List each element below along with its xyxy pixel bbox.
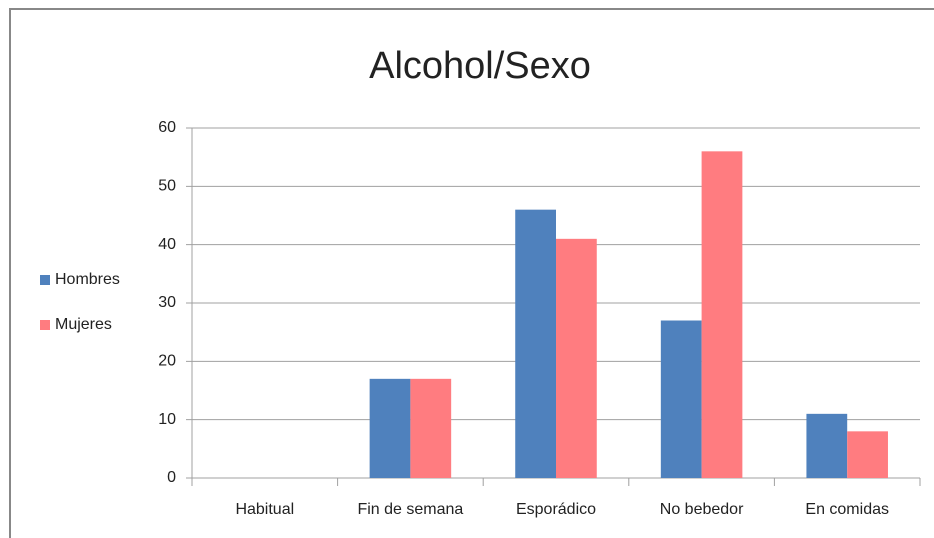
bar [515, 209, 556, 478]
y-tick-label: 40 [158, 236, 176, 253]
x-tick-label: En comidas [805, 501, 889, 518]
bar [660, 320, 702, 478]
bar [369, 378, 411, 478]
x-tick-label: No bebedor [660, 501, 744, 518]
legend-label: Hombres [55, 271, 120, 288]
legend-swatch [40, 275, 50, 285]
x-tick-label: Fin de semana [357, 501, 463, 518]
bar [556, 238, 597, 478]
y-tick-label: 20 [158, 353, 176, 370]
bar [847, 431, 888, 478]
x-tick-label: Habitual [235, 501, 294, 518]
x-tick-label: Esporádico [516, 501, 596, 518]
y-tick-label: 10 [158, 411, 176, 428]
y-tick-label: 50 [158, 178, 176, 195]
bar [806, 413, 848, 478]
y-tick-label: 60 [158, 119, 176, 136]
legend-label: Mujeres [55, 316, 112, 333]
bar [701, 151, 743, 479]
chart-title: Alcohol/Sexo [369, 45, 591, 87]
y-tick-label: 30 [158, 294, 176, 311]
y-tick-label: 0 [167, 469, 176, 486]
frame [9, 8, 934, 538]
bar [410, 378, 452, 478]
legend-swatch [40, 320, 50, 330]
